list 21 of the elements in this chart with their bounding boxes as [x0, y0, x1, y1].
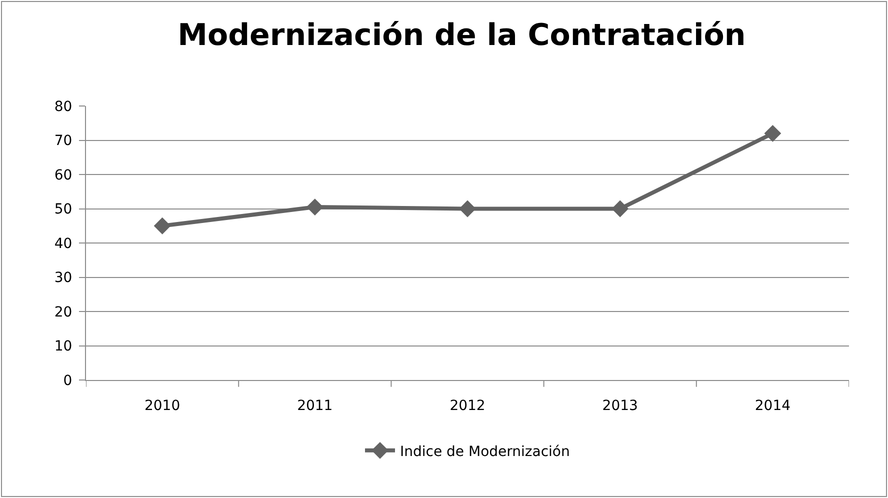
y-tick-label: 50: [54, 202, 72, 218]
point: [154, 217, 171, 234]
y-tick-label: 20: [54, 304, 72, 320]
y-tick-label: 10: [54, 338, 72, 355]
y-tick-label: 70: [54, 133, 72, 150]
x-tick-label: 2014: [754, 398, 791, 414]
x-tick-label: 2012: [450, 398, 486, 414]
point: [764, 124, 782, 142]
y-tick-label: 80: [54, 98, 72, 115]
y-tick-label: 30: [54, 270, 72, 286]
y-tick-label: 40: [54, 236, 72, 252]
point: [459, 200, 476, 218]
y-tick-label: 0: [63, 372, 72, 389]
y-tick-label: 60: [54, 167, 72, 184]
x-tick-label: 2011: [297, 398, 333, 414]
legend-label: Indice de Modernización: [400, 444, 570, 460]
point: [306, 198, 324, 216]
point: [612, 200, 629, 218]
x-tick-label: 2013: [602, 398, 638, 414]
x-tick-label: 2010: [144, 398, 180, 414]
chart-title: Modernización de la Contratación: [178, 18, 746, 54]
